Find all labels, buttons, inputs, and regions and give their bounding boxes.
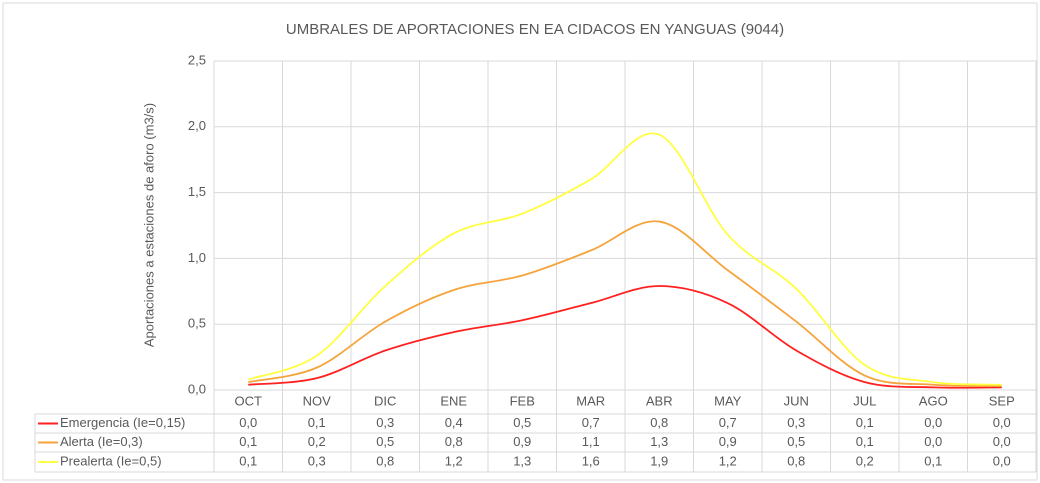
table-cell: 1,3 — [650, 434, 668, 449]
x-tick-label: NOV — [303, 393, 332, 408]
x-tick-label: FEB — [510, 393, 535, 408]
line-series — [247, 132, 1002, 386]
table-cell: 1,9 — [650, 453, 668, 468]
y-tick-label: 2,5 — [188, 52, 206, 67]
table-cell: 1,6 — [582, 453, 600, 468]
table-cell: 0,7 — [582, 415, 600, 430]
table-cell: 0,2 — [308, 434, 326, 449]
x-tick-label: JUL — [853, 393, 876, 408]
x-tick-label: ENE — [440, 393, 467, 408]
y-axis-label: Aportaciones a estaciones de aforo (m3/s… — [141, 103, 156, 347]
table-cell: 0,0 — [924, 434, 942, 449]
table-cell: 0,3 — [308, 453, 326, 468]
table-cell: 0,4 — [445, 415, 463, 430]
line-series — [248, 285, 1002, 389]
table-cell: 0,1 — [856, 434, 874, 449]
table-cell: 0,8 — [650, 415, 668, 430]
table-cell: 1,3 — [513, 453, 531, 468]
x-tick-label: DIC — [374, 393, 396, 408]
y-tick-label: 1,0 — [188, 250, 206, 265]
y-tick-label: 1,5 — [188, 184, 206, 199]
table-cell: 1,2 — [719, 453, 737, 468]
x-tick-label: AGO — [919, 393, 948, 408]
table-cell: 0,1 — [308, 415, 326, 430]
table-cell: 0,1 — [239, 453, 257, 468]
table-cell: 0,5 — [376, 434, 394, 449]
table-cell: 0,3 — [376, 415, 394, 430]
table-cell: 0,2 — [856, 453, 874, 468]
y-tick-label: 0,0 — [188, 381, 206, 396]
table-cell: 0,7 — [719, 415, 737, 430]
table-cell: 0,0 — [993, 415, 1011, 430]
x-tick-label: SEP — [989, 393, 1015, 408]
x-tick-label: ABR — [646, 393, 673, 408]
legend-label: Prealerta (Ie=0,5) — [60, 453, 162, 468]
table-cell: 0,1 — [239, 434, 257, 449]
x-tick-label: OCT — [235, 393, 263, 408]
chart-title: UMBRALES DE APORTACIONES EN EA CIDACOS E… — [286, 21, 784, 38]
x-tick-label: MAY — [714, 393, 742, 408]
table-cell: 1,2 — [445, 453, 463, 468]
table-cell: 0,0 — [993, 434, 1011, 449]
table-cell: 1,1 — [582, 434, 600, 449]
table-cell: 0,0 — [239, 415, 257, 430]
table-cell: 0,9 — [513, 434, 531, 449]
table-cell: 0,0 — [924, 415, 942, 430]
table-cell: 0,5 — [513, 415, 531, 430]
y-tick-label: 0,5 — [188, 316, 206, 331]
x-tick-label: JUN — [784, 393, 809, 408]
table-cell: 0,0 — [993, 453, 1011, 468]
table-cell: 0,1 — [924, 453, 942, 468]
table-cell: 0,9 — [719, 434, 737, 449]
table-cell: 0,8 — [787, 453, 805, 468]
legend-label: Emergencia (Ie=0,15) — [60, 415, 185, 430]
x-tick-label: MAR — [576, 393, 605, 408]
y-tick-label: 2,0 — [188, 118, 206, 133]
line-series — [248, 220, 1002, 387]
table-cell: 0,5 — [787, 434, 805, 449]
table-cell: 0,3 — [787, 415, 805, 430]
table-cell: 0,8 — [376, 453, 394, 468]
table-cell: 0,1 — [856, 415, 874, 430]
legend-label: Alerta (Ie=0,3) — [60, 434, 143, 449]
table-cell: 0,8 — [445, 434, 463, 449]
